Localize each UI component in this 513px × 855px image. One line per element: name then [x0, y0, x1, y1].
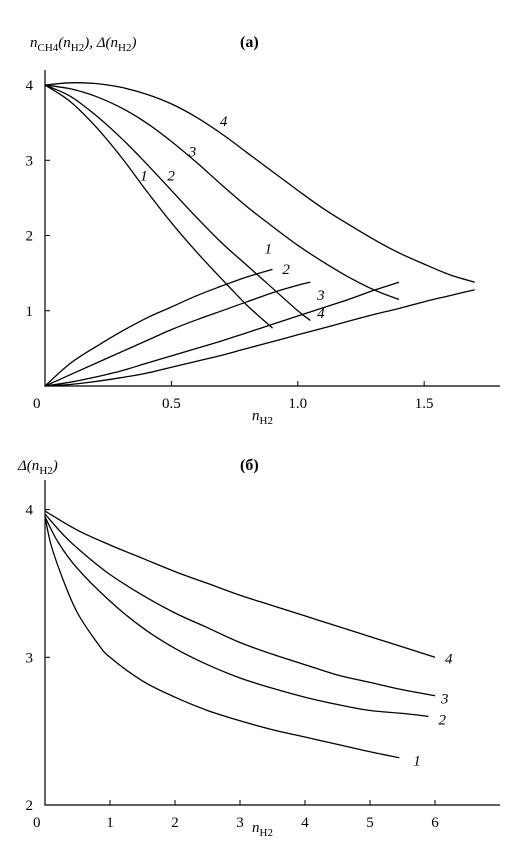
series-decreasing-1-label: 1 — [140, 168, 148, 184]
panel-a-y-axis-label: nCH4(nH2), Δ(nH2) — [30, 35, 136, 54]
series-decreasing-2-label: 2 — [167, 168, 175, 184]
panel-b-x-axis-label: nH2 — [252, 820, 273, 839]
x-tick-label: 4 — [301, 815, 309, 831]
y-tick-label: 2 — [26, 229, 34, 245]
x-tick-label: 1.0 — [288, 396, 307, 412]
series-all-1-line — [44, 516, 400, 759]
x-tick-label: 3 — [236, 815, 244, 831]
panel-a-x-axis-label: nH2 — [252, 408, 273, 427]
panel-b-axes-frame — [44, 480, 500, 806]
y-tick-label: 3 — [26, 153, 34, 169]
series-decreasing-1-line — [44, 84, 273, 329]
series-all-3-line — [44, 513, 436, 697]
panel-a-curves — [44, 82, 475, 387]
panel-b-curve-labels: 1 2 3 4 — [413, 651, 453, 769]
panel-a-label: (a) — [240, 34, 259, 51]
series-all-3-label: 3 — [440, 692, 449, 708]
series-increasing-4-label: 4 — [317, 306, 325, 322]
y-tick-label: 4 — [26, 78, 34, 94]
panel-b-curves — [44, 510, 436, 759]
series-all-2-line — [44, 516, 429, 718]
panel-b-label: (б) — [240, 457, 259, 474]
y-tick-label: 2 — [26, 798, 34, 814]
panel-b-y-axis-label: Δ(nH2) — [17, 458, 58, 477]
panel-a-chart: (a) nCH4(nH2), Δ(nH2) nH2 0 0.5 1.0 1.51234… — [26, 34, 500, 427]
series-decreasing-4-label: 4 — [220, 114, 228, 130]
series-decreasing-3-label: 3 — [188, 145, 197, 161]
panel-b-ticks: 0 1 2 3 4 5 6 2 3 4 — [26, 503, 440, 831]
x-tick-label: 2 — [171, 815, 179, 831]
y-tick-label: 4 — [26, 503, 34, 519]
y-tick-label: 1 — [26, 304, 34, 320]
series-decreasing-2-line — [44, 84, 311, 322]
series-all-4-label: 4 — [445, 651, 453, 667]
series-increasing-1-label: 1 — [265, 241, 273, 257]
series-decreasing-3-line — [44, 84, 400, 301]
panel-b-chart: (б) Δ(nH2) nH2 0 1 2 3 4 5 6 2 3 4 1 2 3 4 — [17, 457, 500, 839]
x-tick-label: 0 — [33, 396, 41, 412]
series-all-1-label: 1 — [413, 754, 421, 770]
x-tick-label: 0.5 — [162, 396, 181, 412]
x-tick-label: 1.5 — [415, 396, 434, 412]
x-tick-label: 1 — [106, 815, 114, 831]
x-tick-label: 6 — [431, 815, 439, 831]
series-increasing-1-line — [44, 268, 273, 387]
series-all-4-line — [44, 510, 436, 658]
series-increasing-3-line — [44, 281, 400, 387]
series-increasing-2-line — [44, 281, 311, 387]
x-tick-label: 5 — [366, 815, 374, 831]
series-decreasing-4-line — [44, 82, 475, 283]
series-all-2-label: 2 — [439, 712, 447, 728]
y-tick-label: 3 — [26, 650, 34, 666]
series-increasing-4-line — [44, 289, 475, 387]
series-increasing-2-label: 2 — [282, 262, 290, 278]
panel-a-axes-frame — [44, 70, 500, 387]
series-increasing-3-label: 3 — [316, 288, 325, 304]
x-tick-label: 0 — [33, 815, 41, 831]
